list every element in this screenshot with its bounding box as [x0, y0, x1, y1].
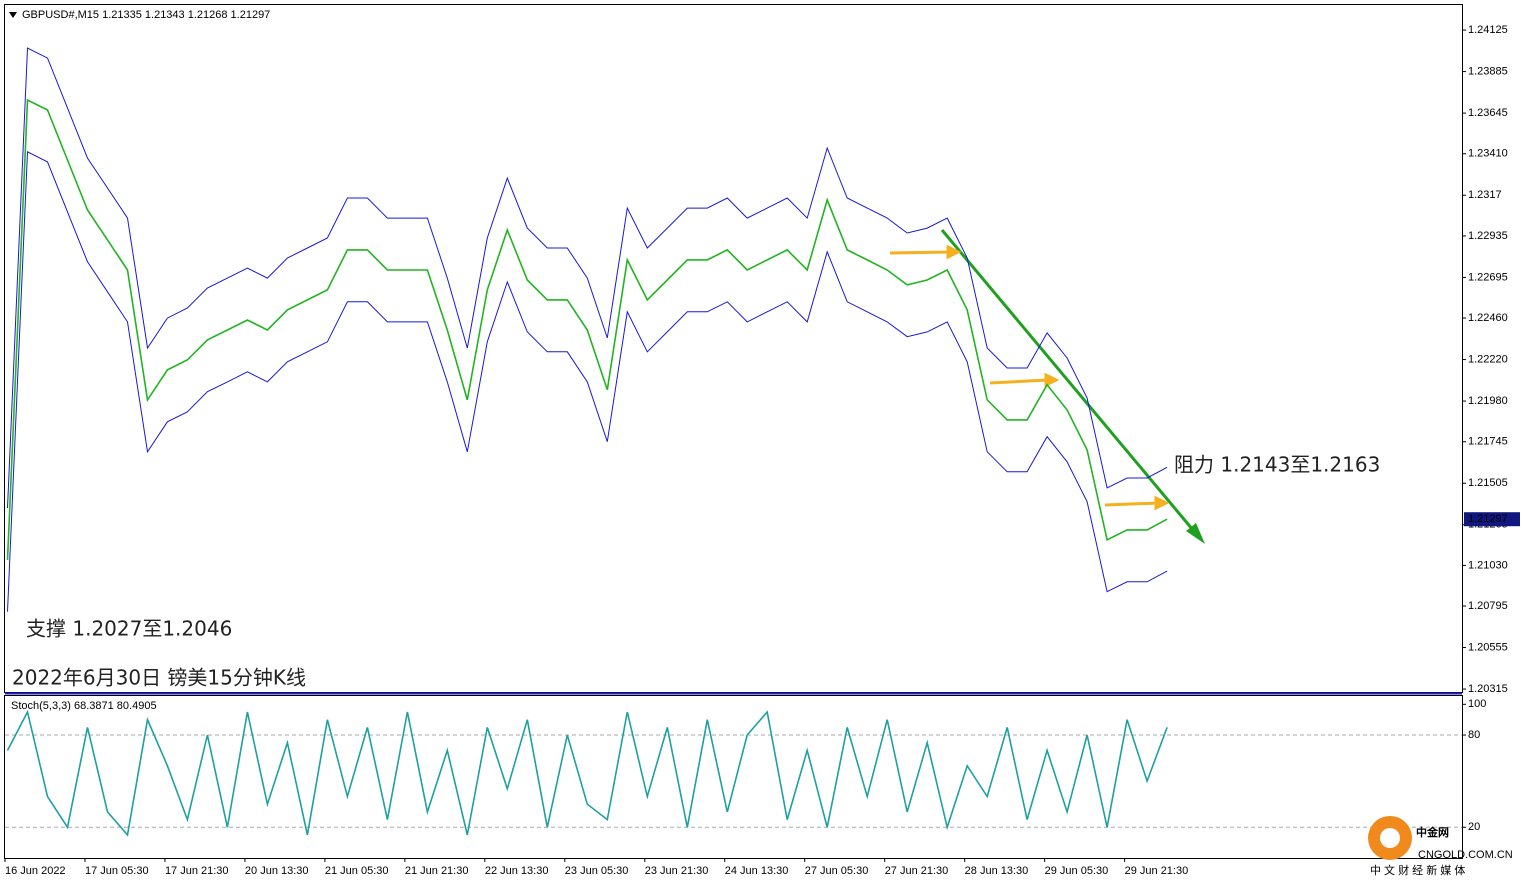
x-tick-label: 16 Jun 2022 [5, 865, 66, 877]
series-line [7, 151, 1168, 612]
trend-arrow [1186, 523, 1205, 544]
y-tick-label: 1.22695 [1468, 271, 1508, 283]
y-tick-label: 1.24125 [1468, 24, 1508, 36]
x-tick-label: 21 Jun 05:30 [325, 865, 389, 877]
y-tick-label: 1.21030 [1468, 559, 1508, 571]
y-tick-label: 1.21505 [1468, 477, 1508, 489]
y-tick-label: 1.21745 [1468, 436, 1508, 448]
y-tick-label: 1.2317 [1468, 189, 1502, 201]
x-tick-label: 28 Jun 13:30 [965, 865, 1029, 877]
orange-arrows [889, 244, 1170, 511]
x-tick-label: 20 Jun 13:30 [245, 865, 309, 877]
y-tick-label: 1.20315 [1468, 683, 1508, 695]
logo-slogan: 中 文 财 经 新 媒 体 [1370, 863, 1465, 877]
y-tick-label: 80 [1468, 729, 1480, 741]
y-tick-label: 100 [1468, 698, 1486, 710]
y-tick-label: 1.23645 [1468, 107, 1508, 119]
chart-title: GBPUSD#,M15 1.21335 1.21343 1.21268 1.21… [22, 9, 270, 21]
series-line [6, 98, 1168, 560]
y-tick-label: 1.22460 [1468, 312, 1508, 324]
y-tick-label: 1.22220 [1468, 353, 1508, 365]
x-tick-label: 29 Jun 21:30 [1125, 865, 1189, 877]
x-tick-label: 29 Jun 05:30 [1045, 865, 1109, 877]
y-tick-label: 1.21980 [1468, 395, 1508, 407]
resistance-note: 阻力 1.2143至1.2163 [1174, 453, 1380, 477]
last-price-box [1464, 512, 1520, 527]
y-tick-label: 1.22935 [1468, 230, 1508, 242]
y-tick-label: 20 [1468, 821, 1480, 833]
logo-site: CNGOLD.COM.CN [1418, 849, 1513, 861]
support-note: 支撑 1.2027至1.2046 [26, 617, 232, 641]
menu-arrow[interactable] [9, 12, 17, 18]
last-price-label: 1.21297 [1468, 513, 1508, 525]
indicator-title: Stoch(5,3,3) 68.3871 80.4905 [11, 700, 157, 712]
x-tick-label: 22 Jun 13:30 [485, 865, 549, 877]
sub-frame [4, 695, 1463, 859]
series-line [6, 709, 1168, 837]
x-tick-label: 27 Jun 21:30 [885, 865, 949, 877]
y-tick-label: 1.20795 [1468, 600, 1508, 612]
logo-name: 中金网 [1416, 825, 1449, 839]
series-line [7, 47, 1168, 509]
x-tick-label: 27 Jun 05:30 [805, 865, 869, 877]
x-tick-label: 23 Jun 21:30 [645, 865, 709, 877]
x-tick-label: 21 Jun 21:30 [405, 865, 469, 877]
x-tick-label: 17 Jun 21:30 [165, 865, 229, 877]
y-tick-label: 1.23885 [1468, 65, 1508, 77]
x-tick-label: 24 Jun 13:30 [725, 865, 789, 877]
x-tick-label: 17 Jun 05:30 [85, 865, 149, 877]
y-tick-label: 1.23410 [1468, 148, 1508, 160]
trend-line [940, 229, 1200, 537]
x-tick-label: 23 Jun 05:30 [565, 865, 629, 877]
logo: 中金网 CNGOLD.COM.CN 中 文 财 经 新 媒 体 [1368, 816, 1513, 877]
y-tick-label: 1.20555 [1468, 641, 1508, 653]
caption: 2022年6月30日 镑美15分钟K线 [12, 666, 306, 690]
